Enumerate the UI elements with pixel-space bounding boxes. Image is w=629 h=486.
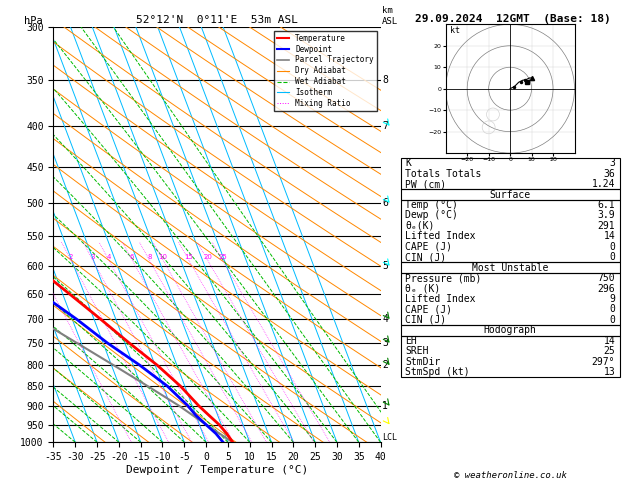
Text: 297°: 297° (592, 357, 615, 367)
Text: θₑ(K): θₑ(K) (405, 221, 435, 231)
Text: 15: 15 (184, 254, 193, 260)
Text: Temp (°C): Temp (°C) (405, 200, 458, 210)
Text: CAPE (J): CAPE (J) (405, 242, 452, 252)
Text: CIN (J): CIN (J) (405, 252, 446, 262)
Text: 9: 9 (610, 294, 615, 304)
Text: 4: 4 (382, 314, 388, 324)
Text: 0: 0 (610, 304, 615, 314)
Text: Hodograph: Hodograph (484, 325, 537, 335)
Text: 20: 20 (203, 254, 212, 260)
Text: kt: kt (450, 26, 460, 35)
Text: 291: 291 (598, 221, 615, 231)
Text: 10: 10 (159, 254, 168, 260)
Text: 25: 25 (218, 254, 227, 260)
Text: 13: 13 (603, 367, 615, 377)
Text: 1: 1 (382, 401, 388, 411)
Text: CIN (J): CIN (J) (405, 315, 446, 325)
Text: 6: 6 (130, 254, 135, 260)
Text: 14: 14 (603, 231, 615, 242)
Text: CAPE (J): CAPE (J) (405, 304, 452, 314)
Text: 0: 0 (610, 252, 615, 262)
Text: SREH: SREH (405, 346, 428, 356)
Text: LCL: LCL (382, 433, 397, 442)
Text: hPa: hPa (24, 16, 43, 26)
Text: 8: 8 (147, 254, 152, 260)
Text: θₑ (K): θₑ (K) (405, 283, 440, 294)
Text: 3: 3 (91, 254, 95, 260)
Text: 3.9: 3.9 (598, 210, 615, 221)
Text: PW (cm): PW (cm) (405, 179, 446, 189)
Text: 2: 2 (69, 254, 73, 260)
Text: K: K (405, 158, 411, 168)
Text: 8: 8 (382, 75, 388, 85)
Text: km
ASL: km ASL (382, 6, 398, 26)
Text: 14: 14 (603, 336, 615, 346)
Text: StmSpd (kt): StmSpd (kt) (405, 367, 470, 377)
Text: 7: 7 (382, 121, 388, 131)
Text: 6.1: 6.1 (598, 200, 615, 210)
Text: Dewp (°C): Dewp (°C) (405, 210, 458, 221)
Text: 2: 2 (382, 360, 388, 370)
Text: 29.09.2024  12GMT  (Base: 18): 29.09.2024 12GMT (Base: 18) (415, 14, 611, 24)
Text: Lifted Index: Lifted Index (405, 231, 476, 242)
Text: 5: 5 (382, 261, 388, 271)
Text: 6: 6 (382, 198, 388, 208)
Text: 36: 36 (603, 169, 615, 179)
Text: EH: EH (405, 336, 417, 346)
Text: 0: 0 (610, 242, 615, 252)
Text: 3: 3 (382, 338, 388, 348)
Text: Surface: Surface (489, 190, 531, 200)
Text: 750: 750 (598, 273, 615, 283)
Text: 0: 0 (610, 315, 615, 325)
Text: 4: 4 (107, 254, 111, 260)
Text: Totals Totals: Totals Totals (405, 169, 481, 179)
Text: © weatheronline.co.uk: © weatheronline.co.uk (454, 471, 567, 480)
Text: 1.24: 1.24 (592, 179, 615, 189)
Title: 52°12'N  0°11'E  53m ASL: 52°12'N 0°11'E 53m ASL (136, 15, 298, 25)
Text: 3: 3 (610, 158, 615, 168)
Text: Pressure (mb): Pressure (mb) (405, 273, 481, 283)
Legend: Temperature, Dewpoint, Parcel Trajectory, Dry Adiabat, Wet Adiabat, Isotherm, Mi: Temperature, Dewpoint, Parcel Trajectory… (274, 31, 377, 111)
Text: 296: 296 (598, 283, 615, 294)
X-axis label: Dewpoint / Temperature (°C): Dewpoint / Temperature (°C) (126, 465, 308, 475)
Text: Lifted Index: Lifted Index (405, 294, 476, 304)
Text: Most Unstable: Most Unstable (472, 262, 548, 273)
Text: StmDir: StmDir (405, 357, 440, 367)
Text: 25: 25 (603, 346, 615, 356)
